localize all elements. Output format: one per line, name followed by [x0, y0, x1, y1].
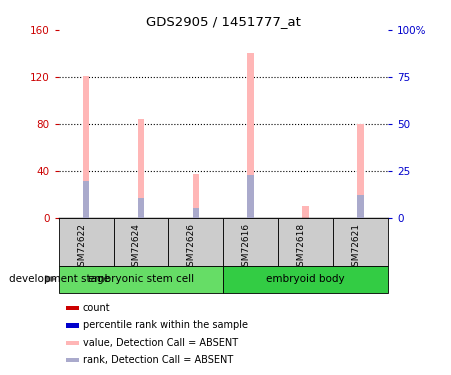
Bar — [83, 181, 89, 218]
Bar — [193, 208, 199, 218]
Bar — [138, 198, 144, 217]
Text: GSM72618: GSM72618 — [297, 224, 306, 273]
Text: GSM72616: GSM72616 — [242, 224, 251, 273]
Text: percentile rank within the sample: percentile rank within the sample — [83, 320, 248, 330]
Bar — [223, 266, 388, 292]
Bar — [114, 217, 168, 266]
Text: rank, Detection Call = ABSENT: rank, Detection Call = ABSENT — [83, 355, 233, 365]
Text: count: count — [83, 303, 110, 313]
Bar — [83, 76, 89, 217]
Bar — [66, 340, 79, 345]
Bar — [357, 195, 364, 217]
Bar — [59, 266, 223, 292]
Bar — [248, 54, 254, 217]
Bar — [278, 217, 333, 266]
Bar — [168, 217, 223, 266]
Text: embryoid body: embryoid body — [266, 274, 345, 284]
Text: development stage: development stage — [9, 274, 110, 284]
Polygon shape — [45, 276, 56, 282]
Text: embryonic stem cell: embryonic stem cell — [88, 274, 194, 284]
Bar — [248, 176, 254, 217]
Text: value, Detection Call = ABSENT: value, Detection Call = ABSENT — [83, 338, 238, 348]
Bar — [66, 358, 79, 362]
Text: GSM72626: GSM72626 — [187, 224, 196, 272]
Bar — [138, 119, 144, 218]
Bar — [223, 217, 278, 266]
Bar — [193, 174, 199, 217]
Bar — [66, 306, 79, 310]
Bar — [357, 124, 364, 218]
Bar — [333, 217, 388, 266]
Text: GSM72624: GSM72624 — [132, 224, 141, 272]
Bar — [59, 217, 114, 266]
Text: GSM72621: GSM72621 — [351, 224, 360, 272]
Bar — [302, 206, 309, 218]
Text: GDS2905 / 1451777_at: GDS2905 / 1451777_at — [146, 15, 301, 28]
Text: GSM72622: GSM72622 — [77, 224, 86, 272]
Bar — [66, 323, 79, 327]
